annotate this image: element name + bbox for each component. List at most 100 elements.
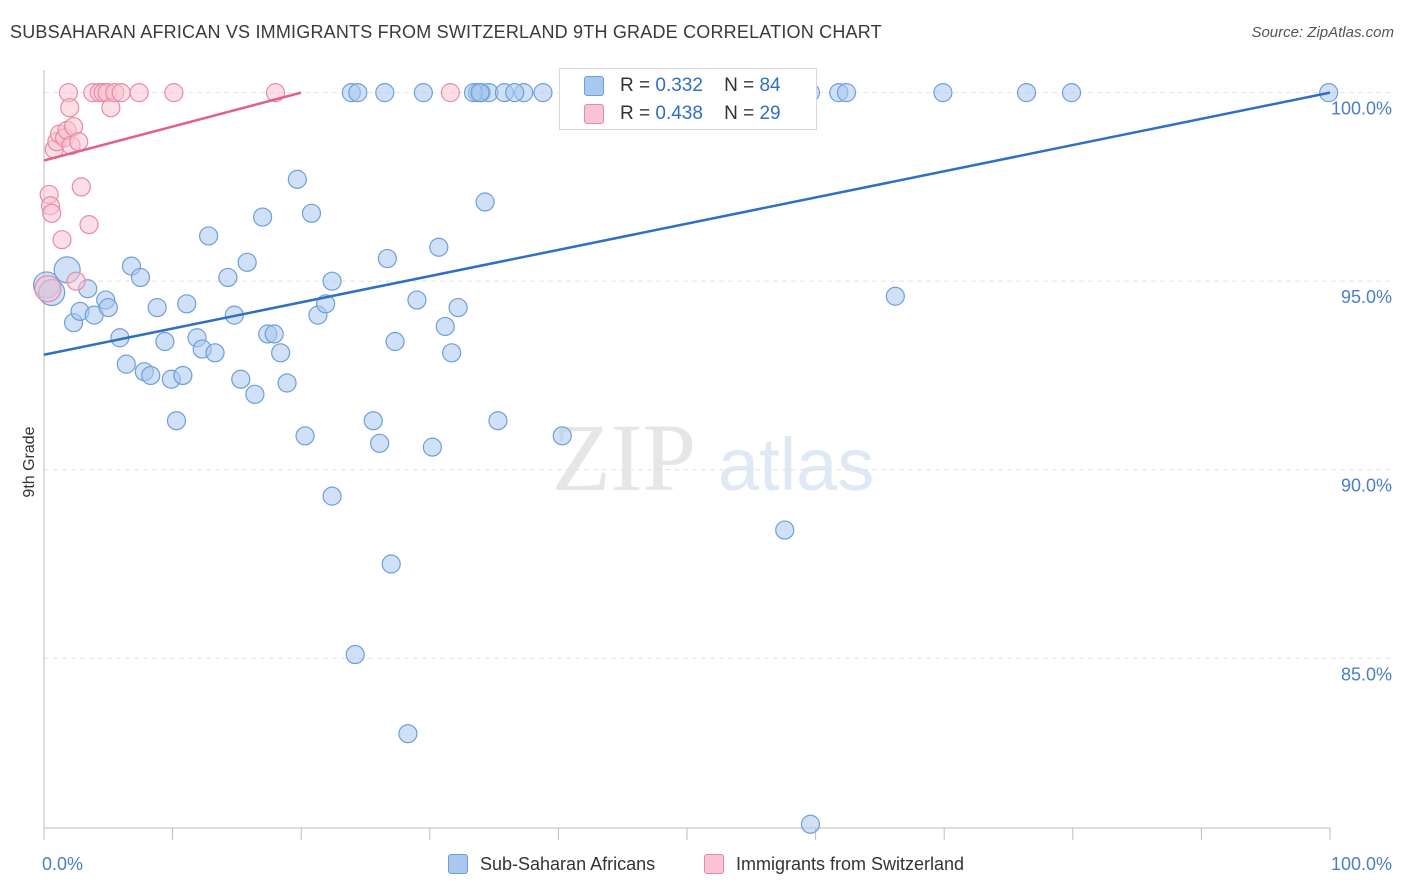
y-tick-label: 90.0% — [1341, 476, 1392, 496]
data-point — [245, 384, 265, 404]
data-point — [385, 331, 405, 352]
stats-n-value: 29 — [759, 103, 781, 124]
data-point — [42, 203, 62, 223]
x-tick-label-end: 100.0% — [1331, 854, 1392, 874]
legend-item-immigrants-from-switzerland: Immigrants from Switzerland — [704, 852, 964, 876]
stats-row-pink: R = 0.438 N = 29 — [584, 101, 781, 127]
data-point — [398, 724, 418, 744]
data-point — [301, 203, 322, 223]
data-point — [147, 297, 167, 318]
y-tick-label: 95.0% — [1341, 287, 1392, 307]
data-point — [552, 426, 572, 446]
data-point — [885, 286, 905, 306]
data-point — [413, 83, 433, 103]
trend-line-blue — [43, 91, 1331, 356]
data-point — [475, 192, 495, 212]
data-point — [52, 230, 72, 250]
data-point — [66, 271, 86, 291]
data-point — [98, 297, 118, 318]
x-tick-labels: 0.0% 100.0% — [42, 854, 1392, 874]
data-point — [155, 331, 175, 352]
data-point — [363, 411, 383, 431]
legend-label: Sub-Saharan Africans — [480, 853, 656, 874]
data-point — [271, 343, 291, 363]
stats-legend: R = 0.332 N = 84 R = 0.438 N = 29 — [559, 68, 817, 130]
stats-n-value: 84 — [759, 75, 781, 96]
data-point — [429, 237, 449, 257]
data-point — [71, 177, 91, 197]
watermark-atlas: atlas — [718, 423, 874, 506]
data-point — [237, 252, 257, 272]
data-point — [322, 486, 342, 506]
data-point — [287, 169, 307, 189]
data-point — [164, 83, 184, 103]
data-point — [1061, 83, 1082, 103]
y-tick-label: 100.0% — [1331, 99, 1392, 119]
source-label: Source: ZipAtlas.com — [1251, 24, 1394, 41]
watermark-zip: ZIP — [552, 404, 696, 511]
data-point — [442, 343, 462, 363]
stats-r-value: 0.332 — [655, 75, 703, 96]
data-point — [345, 644, 365, 665]
data-point — [348, 83, 368, 103]
stats-swatch-pink — [584, 104, 604, 124]
stats-n-label: N = — [724, 103, 755, 124]
legend-swatch-pink — [704, 854, 724, 874]
data-point — [933, 83, 953, 103]
data-point — [130, 267, 151, 288]
data-point — [166, 411, 187, 431]
data-point — [448, 297, 468, 318]
data-point — [79, 215, 99, 235]
data-point — [377, 248, 397, 269]
y-tick-label: 85.0% — [1341, 664, 1392, 684]
data-point — [775, 520, 795, 540]
data-point — [381, 554, 401, 574]
x-tick-label-start: 0.0% — [42, 854, 83, 874]
y-tick-labels: 85.0% 90.0% 95.0% 100.0% — [1331, 99, 1392, 685]
data-point — [277, 373, 297, 393]
data-point — [199, 226, 219, 246]
data-point — [173, 365, 193, 386]
legend-label: Immigrants from Switzerland — [736, 853, 965, 874]
data-point — [470, 83, 490, 103]
stats-r-label: R = — [620, 75, 651, 96]
stats-r-value: 0.438 — [655, 103, 703, 124]
data-point — [533, 83, 553, 103]
stats-n-label: N = — [724, 75, 755, 96]
data-point — [69, 132, 89, 152]
stats-swatch-blue — [584, 76, 604, 96]
trend-lines — [43, 91, 1331, 356]
data-point — [836, 83, 857, 103]
data-point — [60, 98, 80, 118]
data-point — [295, 426, 315, 446]
data-point — [34, 275, 62, 303]
data-point — [488, 411, 508, 431]
data-point — [1016, 83, 1037, 103]
legend-item-sub-saharan-africans: Sub-Saharan Africans — [448, 852, 655, 876]
data-point — [177, 294, 197, 314]
data-point — [218, 267, 238, 288]
data-point — [253, 207, 273, 227]
data-point — [264, 324, 284, 344]
data-point — [322, 271, 342, 291]
data-point — [370, 433, 390, 453]
data-point — [407, 290, 427, 310]
stats-row-blue: R = 0.332 N = 84 — [584, 73, 781, 99]
data-point — [435, 316, 455, 337]
data-point — [440, 83, 460, 103]
data-point — [116, 354, 136, 374]
y-axis-label: 9th Grade — [21, 426, 38, 497]
data-point — [505, 83, 525, 103]
data-point — [800, 814, 821, 834]
legend-swatch-blue — [448, 854, 468, 874]
data-point — [129, 83, 149, 103]
data-point — [111, 83, 131, 103]
data-point — [422, 437, 442, 457]
watermark: ZIP atlas — [552, 404, 874, 511]
data-point — [141, 365, 161, 386]
chart-title: SUBSAHARAN AFRICAN VS IMMIGRANTS FROM SW… — [10, 22, 882, 42]
data-point — [231, 369, 251, 389]
stats-r-label: R = — [620, 103, 651, 124]
data-point — [205, 343, 225, 363]
